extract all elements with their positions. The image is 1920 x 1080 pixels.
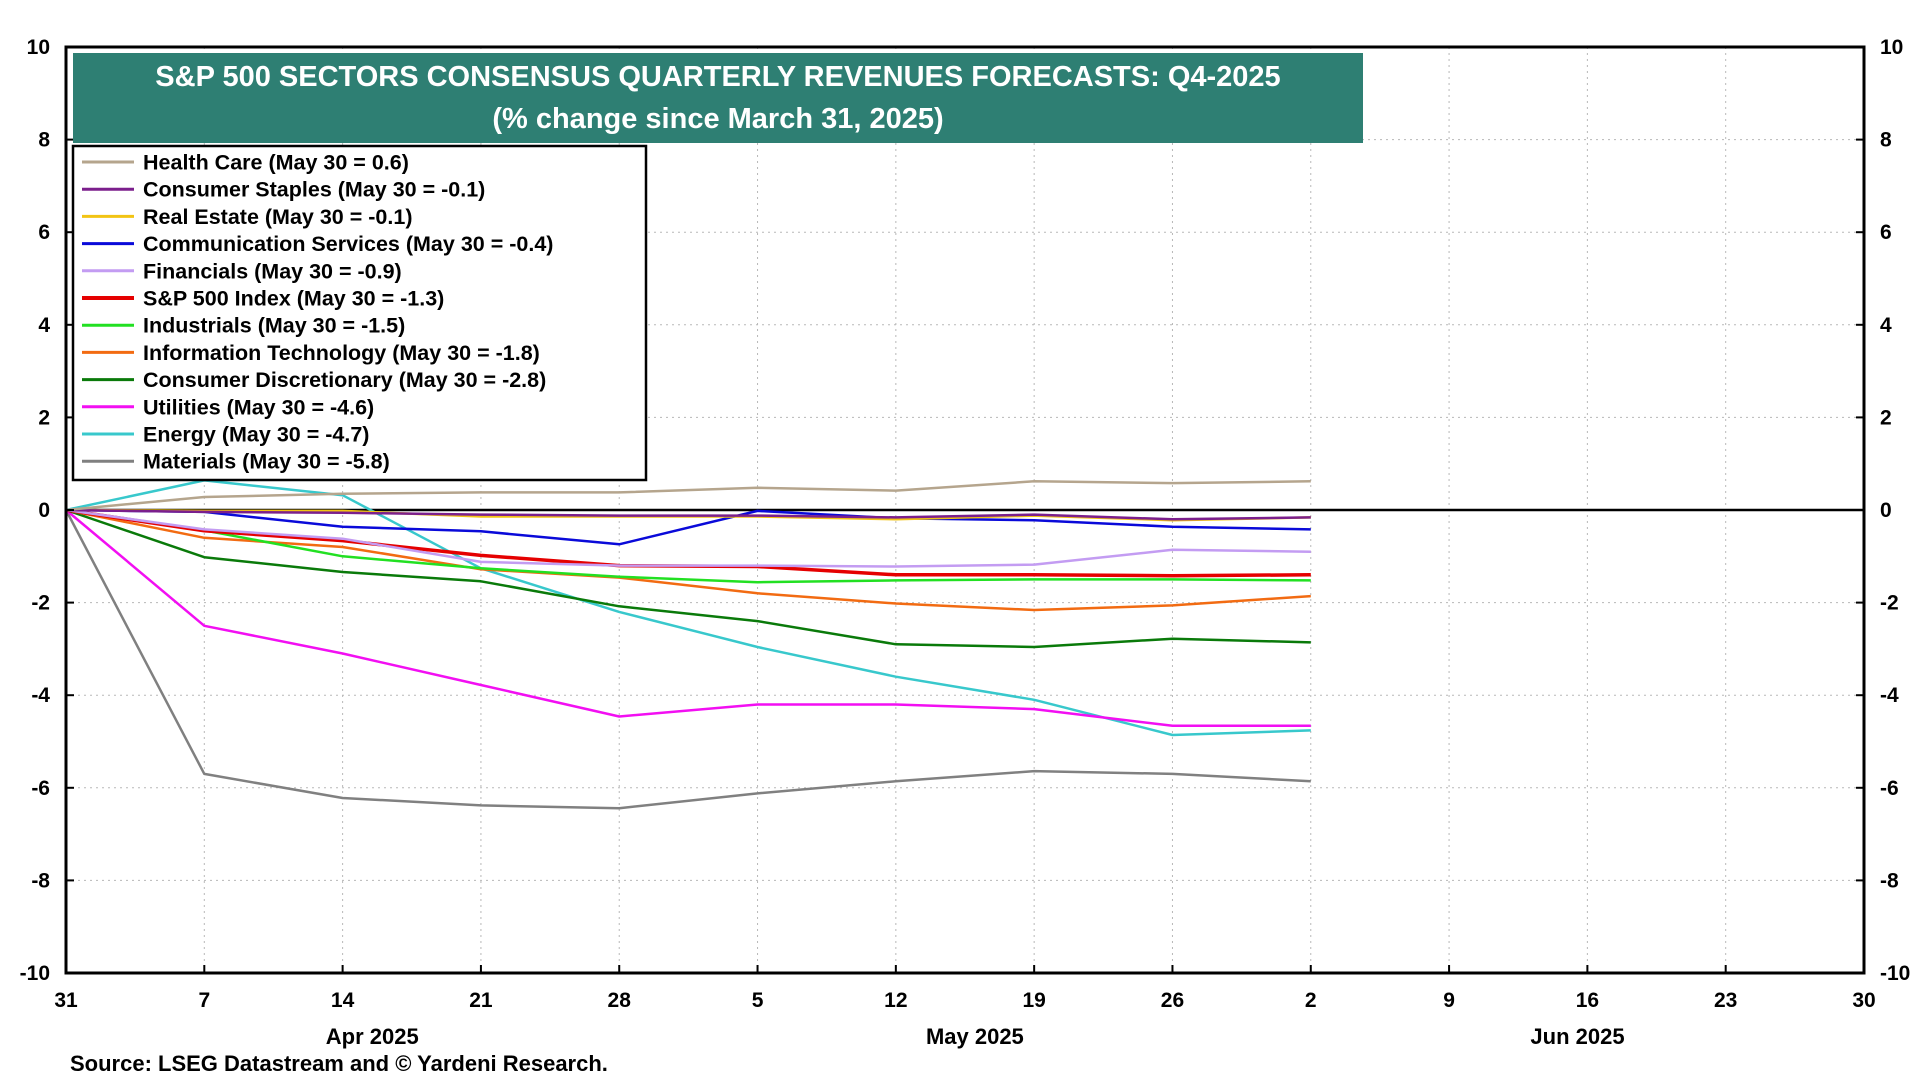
- y-tick-label-right: 0: [1880, 499, 1892, 522]
- legend-label: Real Estate (May 30 = -0.1): [143, 205, 412, 229]
- source-note: Source: LSEG Datastream and © Yardeni Re…: [70, 1051, 608, 1076]
- x-tick-label: 31: [54, 989, 78, 1012]
- title-background: [73, 53, 1363, 143]
- month-labels: Apr 2025 May 2025 Jun 2025: [326, 1024, 1625, 1049]
- y-tick-label-left: 10: [27, 36, 50, 59]
- y-tick-label-right: -4: [1880, 684, 1899, 707]
- y-tick-label-left: -6: [31, 777, 50, 800]
- legend-label: Consumer Discretionary (May 30 = -2.8): [143, 368, 546, 392]
- x-tick-label: 21: [469, 989, 493, 1012]
- month-label: Apr 2025: [326, 1024, 419, 1049]
- series-lines: [64, 479, 1311, 810]
- legend-box: [71, 144, 648, 482]
- x-tick-label: 19: [1022, 989, 1045, 1012]
- x-tick-label: 2: [1305, 989, 1317, 1012]
- y-tick-label-right: -8: [1880, 869, 1899, 892]
- y-tick-label-right: 6: [1880, 221, 1892, 244]
- y-tick-label-left: -4: [31, 684, 50, 707]
- series-line-consumer-discretionary: [65, 508, 1311, 649]
- y-tick-label-left: -8: [31, 869, 50, 892]
- legend-label: Energy (May 30 = -4.7): [143, 423, 369, 447]
- title-box: S&P 500 SECTORS CONSENSUS QUARTERLY REVE…: [73, 53, 1363, 143]
- month-label: May 2025: [926, 1024, 1024, 1049]
- legend-label: Consumer Staples (May 30 = -0.1): [143, 178, 485, 202]
- x-tick-label: 26: [1161, 989, 1184, 1012]
- month-label: Jun 2025: [1530, 1024, 1624, 1049]
- legend-label: Information Technology (May 30 = -1.8): [143, 341, 540, 365]
- x-tick-label: 28: [608, 989, 632, 1012]
- x-axis-ticks: 31 7 14 21 28 5 12 19 26 2 9 16 23 30: [54, 965, 1876, 1012]
- x-tick-label: 5: [752, 989, 764, 1012]
- series-line-utilities: [65, 509, 1311, 728]
- y-tick-label-left: -2: [31, 592, 50, 615]
- series-line-industrials: [65, 508, 1311, 584]
- y-tick-label-left: -10: [20, 962, 50, 985]
- y-tick-label-right: 2: [1880, 406, 1892, 429]
- x-tick-label: 7: [198, 989, 210, 1012]
- y-tick-label-left: 0: [38, 499, 50, 522]
- x-tick-label: 12: [884, 989, 907, 1012]
- series-line-materials: [64, 509, 1311, 810]
- chart-subtitle: (% change since March 31, 2025): [492, 103, 943, 135]
- y-tick-label-right: -2: [1880, 592, 1899, 615]
- y-tick-label-right: 4: [1880, 314, 1892, 337]
- x-tick-label: 16: [1576, 989, 1599, 1012]
- y-tick-label-left: 8: [38, 129, 50, 152]
- legend-items: Health Care (May 30 = 0.6) Consumer Stapl…: [82, 151, 553, 474]
- y-tick-label-right: -6: [1880, 777, 1899, 800]
- series-line-financials: [65, 508, 1311, 568]
- legend-label: Health Care (May 30 = 0.6): [143, 151, 409, 175]
- legend-label: S&P 500 Index (May 30 = -1.3): [143, 287, 444, 311]
- legend-label: Materials (May 30 = -5.8): [143, 450, 390, 474]
- y-tick-label-left: 4: [38, 314, 50, 337]
- x-tick-label: 9: [1443, 989, 1455, 1012]
- legend-label: Communication Services (May 30 = -0.4): [143, 232, 553, 256]
- legend-label: Utilities (May 30 = -4.6): [143, 395, 374, 419]
- y-axis-ticks: -10 -10 -8 -8 -6 -6 -4 -4 -2 -2 0 0 2 2 4 4 6 6 8 8 10 10: [20, 36, 1911, 985]
- series-line-health-care: [65, 480, 1311, 512]
- series-line-communication-services: [65, 508, 1311, 546]
- chart-title: S&P 500 SECTORS CONSENSUS QUARTERLY REVE…: [155, 61, 1280, 93]
- legend-label: Financials (May 30 = -0.9): [143, 259, 402, 283]
- series-line-consumer-staples: [65, 508, 1311, 521]
- y-tick-label-left: 6: [38, 221, 50, 244]
- x-tick-label: 30: [1852, 989, 1875, 1012]
- y-tick-label-right: 8: [1880, 129, 1892, 152]
- y-tick-label-right: -10: [1880, 962, 1910, 985]
- legend: Health Care (May 30 = 0.6) Consumer Stapl…: [71, 144, 648, 482]
- y-tick-label-right: 10: [1880, 36, 1903, 59]
- x-tick-label: 23: [1714, 989, 1737, 1012]
- x-tick-label: 14: [331, 989, 355, 1012]
- y-tick-label-left: 2: [38, 406, 50, 429]
- legend-label: Industrials (May 30 = -1.5): [143, 314, 405, 338]
